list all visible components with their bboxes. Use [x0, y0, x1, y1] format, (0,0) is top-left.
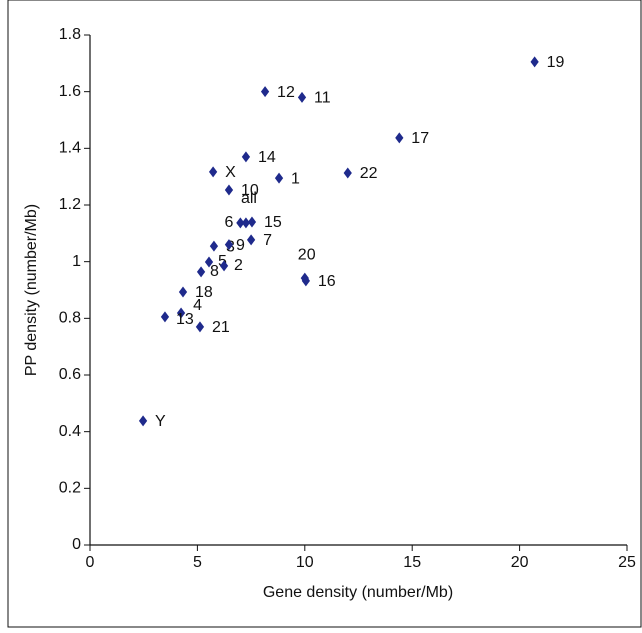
point [224, 184, 234, 196]
point-label: 9 [236, 237, 245, 254]
point-label: 15 [264, 214, 282, 231]
point-label: 7 [263, 232, 272, 249]
point [297, 91, 307, 103]
point [247, 216, 257, 228]
point [260, 86, 270, 98]
point [160, 311, 170, 323]
y-tick-label: 1.8 [59, 26, 81, 43]
point [246, 234, 256, 246]
point-label: 8 [210, 263, 219, 280]
point [301, 275, 310, 287]
y-tick-label: 0 [72, 536, 81, 553]
point [204, 256, 214, 268]
x-tick-label: 15 [403, 554, 421, 571]
point-label: Y [155, 413, 166, 430]
point-label: 2 [234, 257, 243, 274]
point [395, 132, 404, 144]
point-label: 20 [298, 246, 316, 263]
point-label: 21 [212, 319, 230, 336]
point [530, 56, 539, 68]
y-tick-label: 0.6 [59, 366, 81, 383]
point [343, 167, 352, 179]
point [195, 321, 205, 333]
point [209, 240, 219, 252]
point [241, 151, 251, 163]
point-label: all [241, 190, 257, 207]
point-label: 14 [258, 149, 276, 166]
point-label: 12 [277, 84, 295, 101]
y-tick-label: 0.2 [59, 480, 81, 497]
point-label: 5 [218, 253, 227, 270]
point [208, 166, 218, 178]
point-label: 19 [547, 54, 565, 71]
x-tick-label: 0 [86, 554, 95, 571]
point-label: 1 [291, 170, 300, 187]
frame [7, 0, 642, 628]
y-tick-label: 1.2 [59, 196, 81, 213]
point [178, 286, 188, 298]
point-label: 16 [318, 273, 336, 290]
point-label: 17 [411, 130, 429, 147]
y-tick-label: 1.6 [59, 83, 81, 100]
y-tick-label: 1.4 [59, 140, 81, 157]
point-label: 4 [193, 297, 202, 314]
y-tick-label: 1 [72, 253, 81, 270]
point [236, 217, 245, 229]
point-label: 11 [314, 90, 331, 107]
point-label: 18 [195, 284, 213, 301]
point-label: 22 [360, 165, 378, 182]
x-tick-label: 25 [618, 554, 636, 571]
point [176, 307, 186, 319]
x-tick-label: 10 [296, 554, 314, 571]
point-label: 10 [241, 182, 259, 199]
x-axis-label: Gene density (number/Mb) [263, 584, 453, 601]
point-label: 13 [176, 311, 194, 328]
point-label: 6 [224, 214, 233, 231]
x-tick-label: 5 [193, 554, 202, 571]
y-tick-label: 0.8 [59, 310, 81, 327]
y-tick-label: 0.4 [59, 423, 81, 440]
y-axis-label: PP density (number/Mb) [23, 204, 40, 376]
point [219, 260, 229, 272]
point [138, 415, 148, 427]
x-tick-label: 20 [511, 554, 529, 571]
point [274, 172, 284, 184]
point [241, 217, 251, 229]
point [224, 239, 234, 251]
point-label: X [225, 164, 236, 181]
point [196, 266, 206, 278]
